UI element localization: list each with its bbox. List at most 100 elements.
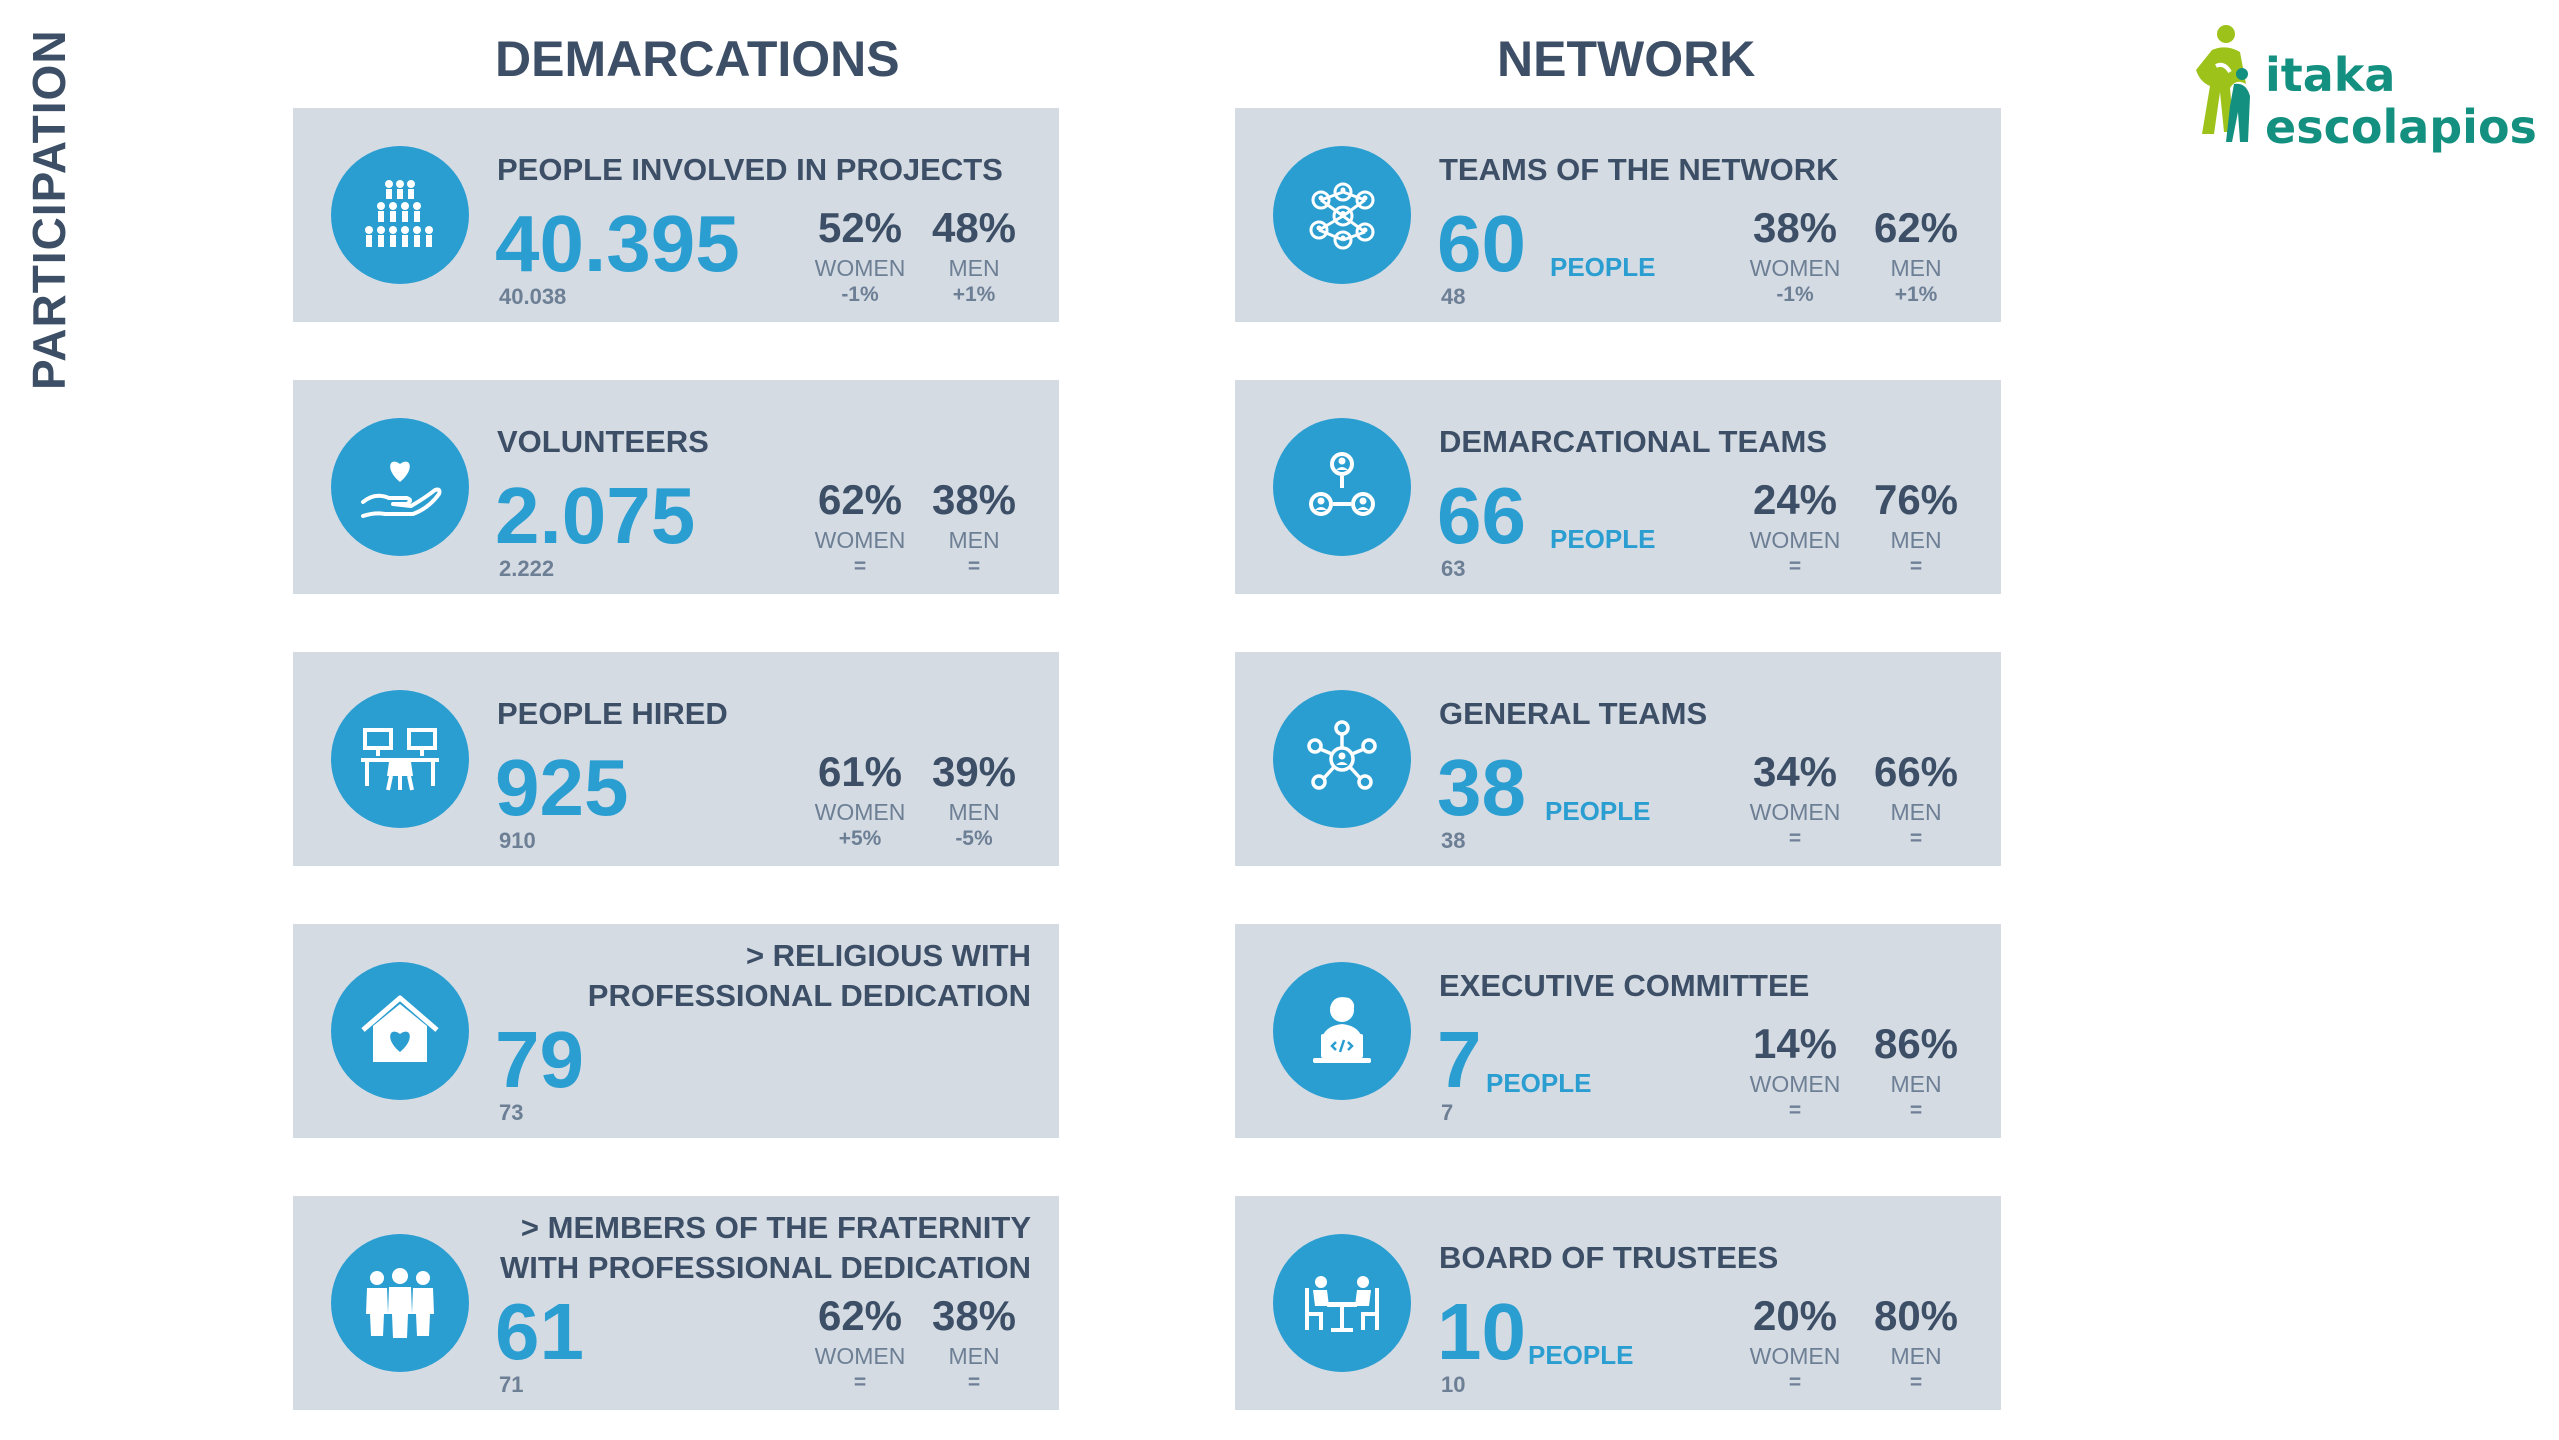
women-label: WOMEN xyxy=(1749,527,1841,553)
men-change: +1% xyxy=(952,283,996,306)
women-change: = xyxy=(1788,1099,1802,1122)
people-label: PEOPLE xyxy=(1550,524,1656,554)
logo-text-itaka: itaka xyxy=(2265,48,2396,102)
side-title: PARTICIPATION xyxy=(23,29,75,390)
women-label: WOMEN xyxy=(1749,1071,1841,1097)
women-pct: 38% xyxy=(1752,204,1838,251)
header-network: NETWORK xyxy=(1497,31,1756,87)
card-people-hired: PEOPLE HIRED 925 910 61% WOMEN +5% 39% M… xyxy=(293,652,1059,866)
card-demarcational-teams: DEMARCATIONAL TEAMS 66 PEOPLE 63 24% WOM… xyxy=(1235,380,2001,594)
meeting-table-icon xyxy=(1305,1276,1379,1332)
card-religious: > RELIGIOUS WITH PROFESSIONAL DEDICATION… xyxy=(293,924,1059,1138)
card-icon-circle xyxy=(1273,146,1411,284)
men-pct: 38% xyxy=(931,1292,1017,1339)
card-icon-circle xyxy=(331,1234,469,1372)
women-label: WOMEN xyxy=(1749,799,1841,825)
women-label: WOMEN xyxy=(814,255,906,281)
main-value: 2.075 xyxy=(495,471,696,560)
card-title: GENERAL TEAMS xyxy=(1439,696,1708,731)
women-stat: 24% WOMEN = xyxy=(1735,476,1855,580)
men-pct: 86% xyxy=(1873,1020,1959,1067)
men-pct: 39% xyxy=(931,748,1017,795)
main-value: 7 xyxy=(1437,1015,1482,1104)
previous-value: 2.222 xyxy=(499,556,555,581)
main-value: 61 xyxy=(495,1287,584,1376)
card-title: PEOPLE INVOLVED IN PROJECTS xyxy=(497,152,1003,187)
card-icon-circle xyxy=(1273,962,1411,1100)
workstation-icon xyxy=(361,728,439,791)
card-title-line2: WITH PROFESSIONAL DEDICATION xyxy=(499,1250,1031,1285)
main-value: 38 xyxy=(1437,743,1526,832)
men-label: MEN xyxy=(1890,799,1942,825)
card-title: PEOPLE HIRED xyxy=(497,696,728,731)
card-title: > RELIGIOUS WITH PROFESSIONAL DEDICATION xyxy=(588,936,1031,1016)
men-stat: 38% MEN = xyxy=(914,476,1034,580)
previous-value: 38 xyxy=(1441,828,1466,853)
men-label: MEN xyxy=(1890,527,1942,553)
women-pct: 62% xyxy=(817,476,903,523)
men-change: = xyxy=(1909,827,1923,850)
card-board-of-trustees: BOARD OF TRUSTEES 10 PEOPLE 10 20% WOMEN… xyxy=(1235,1196,2001,1410)
women-change: +5% xyxy=(838,827,882,850)
women-stat: 52% WOMEN -1% xyxy=(800,204,920,308)
women-label: WOMEN xyxy=(814,799,906,825)
women-change: = xyxy=(853,555,867,578)
card-icon-circle xyxy=(331,146,469,284)
card-teams-of-network: TEAMS OF THE NETWORK 60 PEOPLE 48 38% WO… xyxy=(1235,108,2001,322)
women-stat: 34% WOMEN = xyxy=(1735,748,1855,852)
people-label: PEOPLE xyxy=(1545,796,1651,826)
men-change: = xyxy=(1909,555,1923,578)
group-people-icon xyxy=(366,1268,434,1338)
men-pct: 76% xyxy=(1873,476,1959,523)
men-pct: 66% xyxy=(1873,748,1959,795)
women-pct: 52% xyxy=(817,204,903,251)
previous-value: 10 xyxy=(1441,1372,1466,1397)
logo-text-escolapios: escolapios xyxy=(2265,100,2537,154)
people-label: PEOPLE xyxy=(1528,1340,1634,1370)
men-label: MEN xyxy=(948,1343,1000,1369)
women-stat: 62% WOMEN = xyxy=(800,476,920,580)
card-title: > MEMBERS OF THE FRATERNITY WITH PROFESS… xyxy=(500,1208,1031,1288)
women-label: WOMEN xyxy=(814,1343,906,1369)
people-label: PEOPLE xyxy=(1486,1068,1592,1098)
main-value: 925 xyxy=(495,743,629,832)
men-stat: 38% MEN = xyxy=(914,1292,1034,1396)
women-pct: 24% xyxy=(1752,476,1838,523)
previous-value: 73 xyxy=(499,1100,524,1125)
card-general-teams: GENERAL TEAMS 38 PEOPLE 38 34% WOMEN = 6… xyxy=(1235,652,2001,866)
logo: itaka escolapios xyxy=(2190,22,2550,167)
team-connection-icon xyxy=(1309,452,1375,516)
person-laptop-icon xyxy=(1313,997,1371,1063)
people-label: PEOPLE xyxy=(1550,252,1656,282)
men-change: = xyxy=(967,1371,981,1394)
men-label: MEN xyxy=(1890,1343,1942,1369)
card-fraternity: > MEMBERS OF THE FRATERNITY WITH PROFESS… xyxy=(293,1196,1059,1410)
main-value: 79 xyxy=(495,1015,584,1104)
men-change: -5% xyxy=(955,827,993,850)
card-icon-circle xyxy=(1273,418,1411,556)
women-stat: 14% WOMEN = xyxy=(1735,1020,1855,1124)
header-demarcations: DEMARCATIONS xyxy=(495,31,900,87)
logo-figure-icon xyxy=(2196,25,2250,142)
card-icon-circle xyxy=(331,962,469,1100)
previous-value: 71 xyxy=(499,1372,524,1397)
women-stat: 62% WOMEN = xyxy=(800,1292,920,1396)
previous-value: 40.038 xyxy=(499,284,567,309)
card-title: EXECUTIVE COMMITTEE xyxy=(1439,968,1810,1003)
women-pct: 62% xyxy=(817,1292,903,1339)
women-change: = xyxy=(853,1371,867,1394)
card-people-involved: PEOPLE INVOLVED IN PROJECTS 40.395 40.03… xyxy=(293,108,1059,322)
men-label: MEN xyxy=(948,799,1000,825)
men-stat: 66% MEN = xyxy=(1856,748,1976,852)
main-value: 60 xyxy=(1437,199,1526,288)
card-icon-circle xyxy=(331,690,469,828)
card-volunteers: VOLUNTEERS 2.075 2.222 62% WOMEN = 38% M… xyxy=(293,380,1059,594)
card-title: BOARD OF TRUSTEES xyxy=(1439,1240,1779,1275)
women-label: WOMEN xyxy=(1749,1343,1841,1369)
men-stat: 80% MEN = xyxy=(1856,1292,1976,1396)
men-label: MEN xyxy=(1890,255,1942,281)
men-pct: 38% xyxy=(931,476,1017,523)
card-icon-circle xyxy=(1273,1234,1411,1372)
men-stat: 76% MEN = xyxy=(1856,476,1976,580)
network-nodes-icon xyxy=(1309,182,1375,250)
